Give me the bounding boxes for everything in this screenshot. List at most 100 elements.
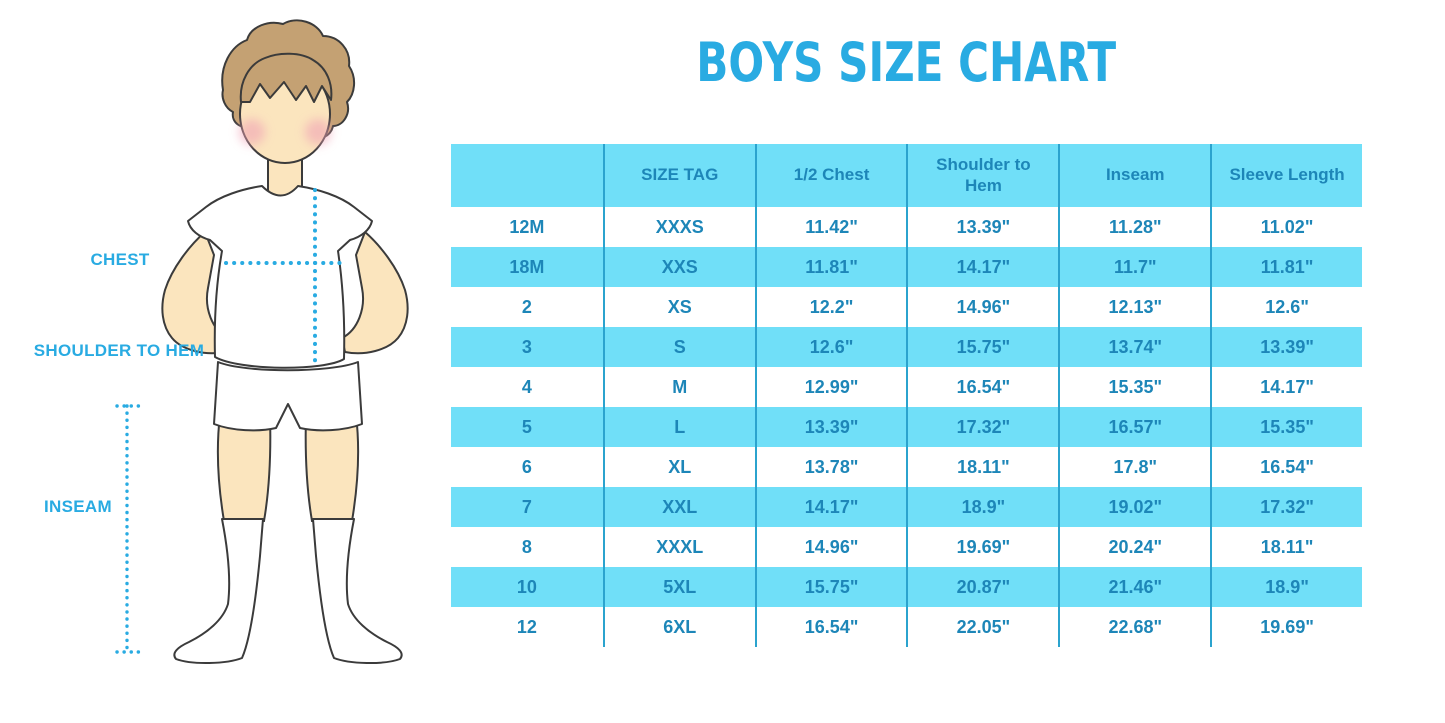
- measurement-cell: 12.2": [754, 287, 907, 327]
- age-size-cell: 12M: [509, 216, 545, 237]
- table-row: 18M XXS 11.81" 14.17" 11.7" 11.81": [451, 247, 1362, 287]
- measurement-cell: 15.35": [1058, 367, 1210, 407]
- shoulder-to-hem-label: SHOULDER TO HEM: [33, 341, 205, 360]
- age-size-cell: 5: [521, 416, 532, 437]
- measurement-cell: 5XL: [602, 567, 755, 607]
- column-header-half-chest: 1/2 Chest: [754, 144, 907, 207]
- measurement-cell: 13.39": [1210, 327, 1362, 367]
- measurement-cell: 14.17": [1210, 367, 1362, 407]
- measurement-cell: 17.8": [1058, 447, 1210, 487]
- column-header-shoulder-hem: Shoulder to Hem: [906, 144, 1058, 207]
- measurement-cell: 21.46": [1058, 567, 1210, 607]
- chest-label: CHEST: [90, 250, 150, 269]
- column-header-age-size: [451, 144, 603, 207]
- age-size-cell: 10: [516, 576, 537, 597]
- inseam-label: INSEAM: [44, 497, 112, 516]
- age-size-cell: 7: [521, 496, 532, 517]
- measurement-cell: 12.13": [1058, 287, 1210, 327]
- measurement-cell: XXXL: [602, 527, 755, 567]
- measurement-cell: 18.11": [1210, 527, 1362, 567]
- page-title-wrap: BOYS SIZE CHART: [451, 30, 1362, 94]
- measurement-cell: 17.32": [906, 407, 1058, 447]
- measurement-cell: 12.6": [754, 327, 907, 367]
- measurement-cell: 17.32": [1210, 487, 1362, 527]
- page-title: BOYS SIZE CHART: [696, 30, 1117, 94]
- boy-left-arm: [161, 231, 229, 355]
- measurement-cell: 12.99": [754, 367, 907, 407]
- table-row: 6 XL 13.78" 18.11" 17.8" 16.54": [451, 447, 1362, 487]
- measurement-cell: XXXS: [602, 207, 755, 247]
- table-row: 4 M 12.99" 16.54" 15.35" 14.17": [451, 367, 1362, 407]
- table-row: 7 XXL 14.17" 18.9" 19.02" 17.32": [451, 487, 1362, 527]
- measurement-cell: 15.75": [754, 567, 907, 607]
- age-size-cell: 4: [521, 376, 532, 397]
- boy-right-arm: [341, 231, 409, 355]
- table-row: 8 XXXL 14.96" 19.69" 20.24" 18.11": [451, 527, 1362, 567]
- boy-tshirt: [187, 185, 373, 369]
- measurement-cell: 16.54": [754, 607, 907, 647]
- boy-left-sock: [173, 518, 264, 665]
- age-size-cell: 12: [516, 616, 537, 637]
- measurement-cell: 15.35": [1210, 407, 1362, 447]
- boy-blush-right: [305, 119, 331, 145]
- age-size-cell: 2: [521, 296, 532, 317]
- measurement-cell: 14.17": [906, 247, 1058, 287]
- measurement-cell: 11.02": [1210, 207, 1362, 247]
- table-row: 12M XXXS 11.42" 13.39" 11.28" 11.02": [451, 207, 1362, 247]
- inseam-measure-line: [115, 404, 142, 654]
- measurement-cell: 18.11": [906, 447, 1058, 487]
- measurement-cell: 19.69": [906, 527, 1058, 567]
- measurement-cell: S: [602, 327, 755, 367]
- measurement-cell: 14.96": [906, 287, 1058, 327]
- table-row: 3 S 12.6" 15.75" 13.74" 13.39": [451, 327, 1362, 367]
- measurement-cell: 22.68": [1058, 607, 1210, 647]
- measurement-cell: XS: [602, 287, 755, 327]
- measurement-cell: 18.9": [906, 487, 1058, 527]
- measurement-cell: 12.6": [1210, 287, 1362, 327]
- measurement-cell: 13.39": [754, 407, 907, 447]
- measurement-cell: 19.02": [1058, 487, 1210, 527]
- size-table-header-row: SIZE TAG 1/2 Chest Shoulder to Hem Insea…: [451, 144, 1362, 207]
- measurement-cell: 20.87": [906, 567, 1058, 607]
- boy-right-sock: [312, 518, 403, 665]
- boy-measurement-illustration: [115, 19, 409, 665]
- table-row: 10 5XL 15.75" 20.87" 21.46" 18.9": [451, 567, 1362, 607]
- boy-hair-fringe: [239, 52, 333, 103]
- measurement-cell: 13.39": [906, 207, 1058, 247]
- measurement-cell: 11.81": [754, 247, 907, 287]
- table-row: 12 6XL 16.54" 22.05" 22.68" 19.69": [451, 607, 1362, 647]
- age-size-cell: 6: [521, 456, 532, 477]
- measurement-cell: 22.05": [906, 607, 1058, 647]
- measurement-cell: L: [602, 407, 755, 447]
- measurement-cell: 11.42": [754, 207, 907, 247]
- boy-shorts: [213, 361, 363, 432]
- size-table: SIZE TAG 1/2 Chest Shoulder to Hem Insea…: [451, 144, 1362, 647]
- boy-left-leg: [216, 414, 272, 522]
- measurement-cell: 14.96": [754, 527, 907, 567]
- measurement-cell: 11.81": [1210, 247, 1362, 287]
- measurement-cell: 16.54": [906, 367, 1058, 407]
- table-row: 5 L 13.39" 17.32" 16.57" 15.35": [451, 407, 1362, 447]
- measurement-cell: 16.57": [1058, 407, 1210, 447]
- measurement-cell: 18.9": [1210, 567, 1362, 607]
- age-size-cell: 3: [521, 336, 532, 357]
- measurement-cell: M: [602, 367, 755, 407]
- measurement-cell: XL: [602, 447, 755, 487]
- age-size-cell: 8: [521, 536, 532, 557]
- table-row: 2 XS 12.2" 14.96" 12.13" 12.6": [451, 287, 1362, 327]
- measurement-cell: 6XL: [602, 607, 755, 647]
- age-size-cell: 18M: [509, 256, 545, 277]
- boy-blush-left: [239, 119, 265, 145]
- column-header-size-tag: SIZE TAG: [602, 144, 755, 207]
- measurement-cell: 13.74": [1058, 327, 1210, 367]
- measurement-cell: XXL: [602, 487, 755, 527]
- measurement-cell: 19.69": [1210, 607, 1362, 647]
- measurement-cell: 20.24": [1058, 527, 1210, 567]
- measurement-cell: 13.78": [754, 447, 907, 487]
- measurement-cell: 11.28": [1058, 207, 1210, 247]
- measurement-cell: 11.7": [1058, 247, 1210, 287]
- measurement-cell: 14.17": [754, 487, 907, 527]
- measurement-cell: XXS: [602, 247, 755, 287]
- size-table-body: 12M XXXS 11.42" 13.39" 11.28" 11.02" 18M XXS 11.…: [451, 207, 1362, 647]
